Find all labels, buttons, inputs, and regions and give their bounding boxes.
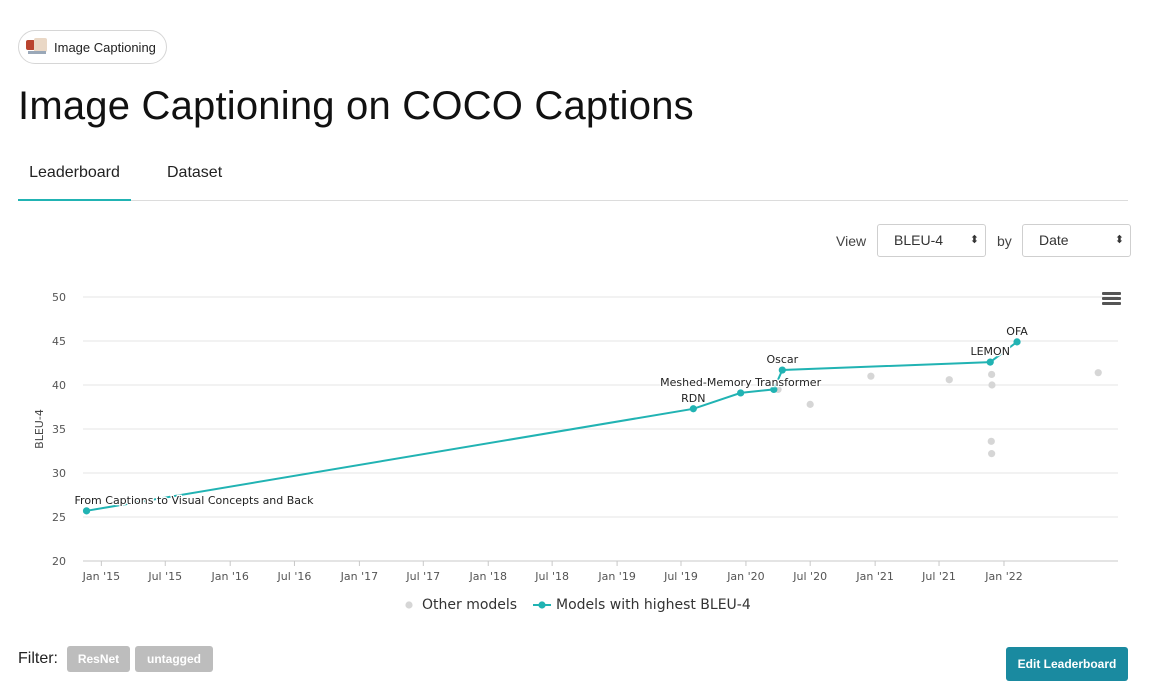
x-tick-label: Jul '15 (147, 570, 182, 583)
x-tick-label: Jan '20 (726, 570, 764, 583)
y-tick-label: 35 (52, 423, 66, 436)
other-model-point (945, 376, 953, 384)
data-label: From Captions to Visual Concepts and Bac… (75, 494, 315, 507)
data-label: LEMON (970, 345, 1009, 358)
data-label: Meshed-Memory Transformer (660, 376, 821, 389)
best-model-point (986, 358, 994, 366)
x-tick-label: Jul '16 (277, 570, 312, 583)
legend-other-label: Other models (422, 597, 517, 613)
x-tick-label: Jan '19 (597, 570, 635, 583)
task-thumbnail-icon (26, 38, 48, 56)
x-tick-label: Jul '18 (534, 570, 569, 583)
filter-tag-resnet[interactable]: ResNet (67, 646, 130, 672)
data-label: OFA (1006, 325, 1028, 338)
x-tick-label: Jul '21 (921, 570, 956, 583)
hamburger-menu-icon[interactable] (1102, 292, 1121, 306)
page-title: Image Captioning on COCO Captions (18, 84, 694, 128)
other-model-point (1094, 369, 1102, 377)
x-tick-label: Jan '18 (469, 570, 507, 583)
tab-dataset[interactable]: Dataset (167, 164, 223, 181)
other-model-point (988, 450, 996, 458)
metric-select[interactable]: BLEU-4 ⬍ (877, 224, 986, 257)
x-tick-label: Jan '15 (82, 570, 120, 583)
sort-by-select-value: Date (1039, 232, 1069, 248)
filter-label: Filter: (18, 650, 58, 667)
filter-tag-untagged[interactable]: untagged (135, 646, 213, 672)
y-tick-label: 40 (52, 379, 66, 392)
x-tick-label: Jul '17 (405, 570, 440, 583)
edit-leaderboard-button[interactable]: Edit Leaderboard (1006, 647, 1128, 681)
other-model-point (806, 400, 814, 408)
x-tick-label: Jul '20 (792, 570, 827, 583)
x-tick-label: Jan '16 (210, 570, 248, 583)
tab-bar: Leaderboard Dataset (18, 158, 1128, 201)
best-model-point (1013, 338, 1021, 346)
x-tick-label: Jul '19 (663, 570, 698, 583)
y-tick-label: 45 (52, 335, 66, 348)
tab-leaderboard[interactable]: Leaderboard (18, 158, 131, 201)
y-axis-label: BLEU-4 (33, 409, 46, 449)
chevron-updown-icon: ⬍ (969, 234, 979, 246)
y-tick-label: 20 (52, 555, 66, 568)
sort-by-select[interactable]: Date ⬍ (1022, 224, 1131, 257)
chevron-updown-icon: ⬍ (1114, 234, 1124, 246)
other-model-point (988, 370, 996, 379)
bleu-chart: 20 25 30 35 40 45 50 BLEU-4 Jan '15 Jul '15 Jan '1… (33, 291, 1118, 613)
best-model-point (82, 507, 91, 515)
best-model-point (737, 389, 745, 397)
legend-best-label: Models with highest BLEU-4 (556, 597, 751, 613)
y-tick-label: 25 (52, 511, 66, 524)
data-label: Oscar (766, 353, 798, 366)
task-badge-label: Image Captioning (54, 39, 156, 55)
y-tick-label: 50 (52, 291, 66, 304)
other-model-point (988, 381, 996, 389)
data-label: RDN (681, 392, 705, 405)
best-model-point (689, 405, 697, 413)
legend-other-marker (405, 601, 413, 609)
other-model-point (987, 437, 995, 445)
other-model-point (867, 372, 875, 380)
y-tick-label: 30 (52, 467, 66, 480)
x-tick-label: Jan '17 (340, 570, 378, 583)
legend-best-marker (538, 601, 546, 609)
best-model-point (770, 385, 778, 393)
task-badge[interactable]: Image Captioning (18, 30, 167, 64)
best-model-line (86, 341, 1018, 512)
view-controls: View BLEU-4 ⬍ by Date ⬍ (0, 224, 1161, 258)
x-tick-label: Jan '22 (984, 570, 1022, 583)
x-tick-label: Jan '21 (855, 570, 893, 583)
best-model-point (778, 366, 786, 374)
metric-select-value: BLEU-4 (894, 232, 944, 248)
view-label: View (836, 233, 867, 249)
by-label: by (997, 233, 1012, 249)
